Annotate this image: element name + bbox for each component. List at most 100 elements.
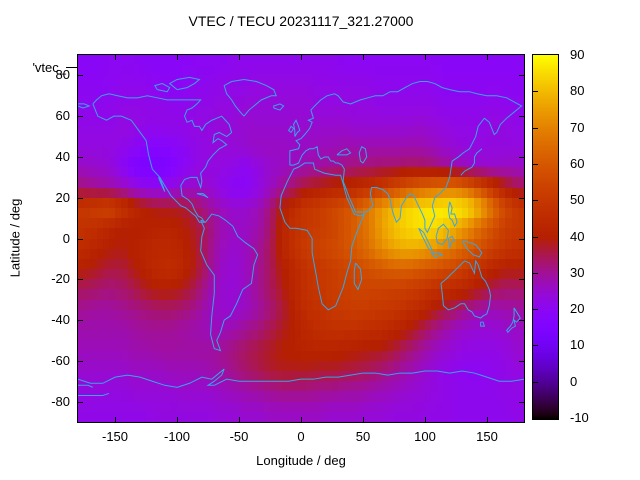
y-tick-label: -60	[51, 353, 70, 368]
y-axis-title: Latitude / deg	[7, 198, 23, 278]
coastline-caspian-sea	[359, 147, 366, 163]
legend-key-sample-line	[66, 67, 78, 68]
colorbar-tick-label: 0	[570, 374, 578, 389]
coastline-cuba	[197, 194, 208, 198]
coastline-new-guinea	[463, 241, 482, 257]
coastline-chukotka	[78, 104, 89, 108]
y-tick-label: -40	[51, 312, 70, 327]
plot-area	[77, 54, 525, 423]
coastline-arctic-island	[155, 84, 170, 92]
colorbar-tick-label: 20	[570, 301, 585, 316]
coastline-iceland	[274, 104, 284, 110]
y-tick-label: -80	[51, 394, 70, 409]
coastline-africa	[280, 163, 364, 310]
colorbar-tick-label: 80	[570, 83, 585, 98]
y-tick-mark	[78, 279, 83, 280]
coastline-java	[431, 253, 442, 257]
x-tick-mark	[301, 417, 302, 422]
x-tick-mark	[115, 55, 116, 60]
y-tick-mark	[78, 402, 83, 403]
y-tick-mark	[519, 157, 524, 158]
coastline-ireland	[289, 126, 294, 132]
coastline-madagascar	[354, 263, 361, 290]
colorbar-tick-mark	[533, 200, 538, 201]
y-tick-label: 20	[55, 190, 70, 205]
y-tick-mark	[78, 157, 83, 158]
y-tick-mark	[78, 361, 83, 362]
coastline-ross-shelf	[78, 393, 109, 395]
colorbar-tick-label: 60	[570, 156, 585, 171]
x-tick-mark	[425, 417, 426, 422]
colorbar-tick-label: 40	[570, 229, 585, 244]
coastline-south-america	[201, 214, 258, 351]
x-tick-mark	[363, 55, 364, 60]
colorbar-tick-label: -10	[570, 410, 589, 425]
x-tick-label: 0	[297, 429, 305, 444]
x-tick-label: 150	[476, 429, 498, 444]
y-tick-mark	[519, 361, 524, 362]
world-coastlines	[78, 55, 524, 422]
y-tick-mark	[519, 75, 524, 76]
coastline-sulawesi	[448, 236, 454, 248]
coastline-eurasia	[290, 82, 522, 233]
x-tick-label: -150	[101, 429, 129, 444]
plot-title: VTEC / TECU 20231117_321.27000	[188, 13, 414, 29]
y-tick-label: 80	[55, 67, 70, 82]
y-tick-mark	[519, 239, 524, 240]
y-tick-mark	[78, 320, 83, 321]
colorbar-tick-label: 50	[570, 192, 585, 207]
coastline-tasmania	[481, 322, 485, 326]
x-tick-mark	[177, 417, 178, 422]
x-tick-label: 50	[355, 429, 371, 444]
y-tick-mark	[78, 116, 83, 117]
x-tick-label: -100	[163, 429, 191, 444]
coastline-antarctica	[78, 369, 524, 387]
coastline-black-sea	[337, 149, 351, 155]
x-tick-mark	[239, 417, 240, 422]
coastline-arctic-island	[170, 77, 200, 89]
y-tick-mark	[78, 75, 83, 76]
coastline-uk	[294, 120, 300, 136]
x-tick-mark	[425, 55, 426, 60]
colorbar-tick-label: 70	[570, 120, 585, 135]
coastline-greenland	[224, 79, 276, 116]
x-tick-mark	[363, 417, 364, 422]
colorbar-tick-mark	[533, 382, 538, 383]
y-tick-label: 0	[62, 231, 70, 246]
coastline-borneo	[436, 224, 448, 244]
coastline-baja	[159, 177, 165, 191]
colorbar-tick-mark	[533, 273, 538, 274]
colorbar-tick-mark	[533, 309, 538, 310]
coastline-new-zealand	[507, 308, 521, 332]
y-tick-mark	[78, 198, 83, 199]
coastline-japan	[461, 149, 482, 176]
x-axis-title: Longitude / deg	[256, 453, 346, 468]
coastline-australia	[441, 261, 491, 318]
colorbar-tick-mark	[533, 128, 538, 129]
coastline-philippines	[448, 202, 457, 226]
x-tick-label: -50	[229, 429, 249, 444]
colorbar-tick-label: 90	[570, 47, 585, 62]
x-tick-mark	[239, 55, 240, 60]
y-tick-mark	[519, 402, 524, 403]
colorbar-tick-mark	[533, 164, 538, 165]
y-tick-mark	[519, 116, 524, 117]
x-tick-mark	[115, 417, 116, 422]
y-tick-mark	[519, 198, 524, 199]
y-tick-mark	[78, 239, 83, 240]
coastline-sumatra	[419, 228, 433, 250]
y-tick-label: -20	[51, 271, 70, 286]
tec-heatmap	[78, 55, 524, 422]
x-tick-mark	[487, 55, 488, 60]
y-tick-label: 40	[55, 149, 70, 164]
colorbar-tick-mark	[533, 345, 538, 346]
y-tick-label: 60	[55, 108, 70, 123]
y-tick-mark	[519, 279, 524, 280]
coastline-north-america	[93, 94, 232, 222]
colorbar-tick-label: 30	[570, 265, 585, 280]
colorbar-tick-label: 10	[570, 337, 585, 352]
x-tick-mark	[487, 417, 488, 422]
x-tick-mark	[177, 55, 178, 60]
x-tick-label: 100	[414, 429, 436, 444]
